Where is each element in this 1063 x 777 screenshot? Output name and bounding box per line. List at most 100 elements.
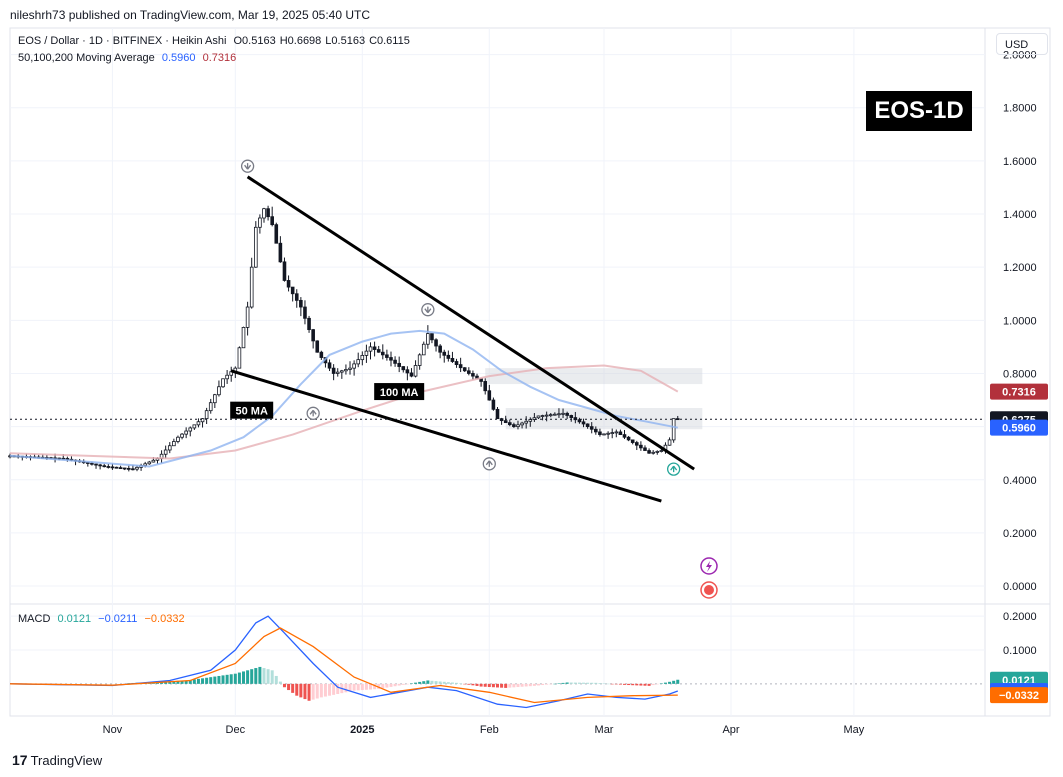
macd-legend: MACD 0.0121 −0.0211 −0.0332 [18,613,185,625]
macd-histogram-bar [364,683,368,690]
ohlc-c: C0.6115 [369,35,410,47]
candle-body [409,372,414,377]
macd-histogram-bar [496,683,499,688]
candle-body [417,354,422,366]
macd-histogram-bar [532,683,536,686]
candle-body [426,333,430,345]
y-tick-label: 2.0000 [1003,50,1037,62]
macd-histogram-bar [442,681,446,684]
signal-arrow-icon [309,409,317,417]
macd-title: MACD [18,613,51,625]
macd-histogram-bar [405,683,409,685]
macd-histogram-bar [180,680,184,684]
macd-histogram-bar [475,683,479,686]
candle-body [594,428,598,433]
macd-histogram-bar [446,682,450,684]
chart-frame [9,27,1051,717]
candle-body [217,386,221,396]
candle-body [204,410,209,420]
candle-body [589,426,594,430]
currency-button[interactable]: USD [996,33,1048,55]
ma50-line [9,329,678,468]
ma-title: 50,100,200 Moving Average [18,52,155,64]
macd-histogram-bar [438,681,442,684]
candle-body [487,390,492,401]
macd-histogram-bar [184,680,188,684]
candle-body [442,351,447,356]
candle-body [434,339,438,347]
macd-histogram-bar [192,679,196,684]
wedge-trendline [246,175,695,471]
candle-body [553,413,557,416]
candle-body [122,467,127,470]
macd-histogram-bar [663,682,667,684]
candle-body [307,317,311,331]
macd-histogram-bar [266,669,270,684]
macd-histogram-bar [369,683,373,690]
candle-body [167,445,172,451]
macd-histogram-bar [430,680,434,684]
signal-arrow-icon [424,306,432,314]
candle-body [659,450,664,452]
candle-body [335,371,340,374]
macd-histogram-bar [242,671,246,684]
macd-histogram-bar [295,683,299,696]
candle-body [540,415,545,417]
macd-histogram-bar [250,669,254,684]
candle-body [524,420,528,424]
candle-body [90,462,94,465]
signal-arrow-icon [670,465,678,473]
ma-annotation-box [374,383,425,401]
macd-histogram-bar [201,678,205,684]
macd-histogram-bar [655,683,659,685]
macd-histogram-bar [639,683,643,686]
candle-body [192,424,197,429]
candle-body [643,447,647,451]
x-tick-label: Nov [103,724,123,736]
candle-body [184,430,188,435]
macd-histogram-bar [348,683,352,692]
x-tick-label: Mar [595,724,614,736]
ma-annotation-box [230,401,274,419]
macd-histogram-bar [414,682,418,684]
candle-body [598,431,602,435]
price-axis-label: 0.7316 [1002,387,1036,399]
macd-histogram-bar [356,683,360,691]
macd-histogram-bar [528,683,532,687]
signal-arrow-icon [244,163,252,170]
candle-body [548,414,553,417]
candle-body [618,431,623,435]
ohlc-values: O0.5163 H0.6698 L0.5163 C0.6115 [230,35,410,47]
macd-histogram-bar [577,682,581,684]
timeframe-badge: EOS-1D [866,91,972,131]
candle-body [270,216,274,226]
candle-body [634,442,639,446]
candle-body [262,208,266,219]
candle-body [196,421,201,426]
y-tick-label: 0.2000 [1003,528,1037,540]
macd-histogram-bar [258,666,262,684]
macd-histogram-bar [508,683,512,688]
macd-axis-label: −0.0332 [999,690,1039,702]
candle-body [118,467,123,470]
macd-histogram-bar [561,682,565,684]
macd-histogram-bar [319,683,323,698]
candle-body [503,420,508,424]
macd-histogram-bar [553,683,557,685]
candle-body [258,217,262,228]
candle-body [655,451,660,453]
macd-histogram-bar [426,680,430,684]
tradingview-footer[interactable]: 17 TradingView [12,752,102,768]
y-tick-label: 0.4000 [1003,475,1037,487]
x-tick-label: Feb [480,724,499,736]
macd-histogram-bar [479,683,483,687]
candle-body [352,363,356,369]
candle-body [200,418,205,423]
candle-body [622,434,627,438]
candle-body [294,293,299,301]
candle-body [368,346,373,352]
macd-histogram-bar [618,683,622,685]
price-axis-label-bg [990,419,1048,436]
macd-histogram-bar [287,683,291,691]
